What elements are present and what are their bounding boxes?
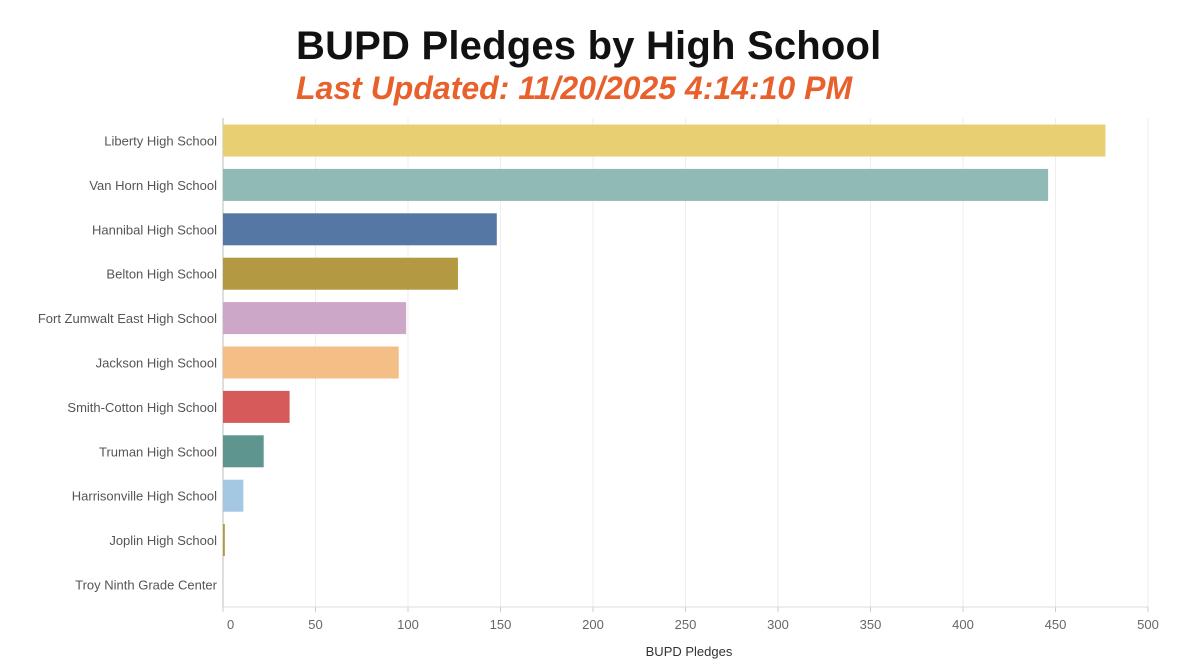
x-tick-label: 350 [860, 617, 882, 632]
category-label: Liberty High School [104, 134, 217, 149]
x-tick-label: 200 [582, 617, 604, 632]
category-label: Jackson High School [96, 356, 218, 371]
x-tick-label: 100 [397, 617, 419, 632]
bar-van-horn-high-school[interactable] [223, 168, 1049, 201]
category-label: Van Horn High School [89, 178, 217, 193]
bar-hannibal-high-school[interactable] [223, 213, 497, 246]
category-label: Truman High School [99, 444, 217, 459]
bar-fort-zumwalt-east-high-school[interactable] [223, 302, 407, 335]
x-tick-label: 500 [1137, 617, 1159, 632]
x-tick-label: 300 [767, 617, 789, 632]
x-axis-title: BUPD Pledges [646, 644, 733, 659]
x-tick-label: 150 [490, 617, 512, 632]
category-label: Hannibal High School [92, 222, 217, 237]
category-label: Smith-Cotton High School [67, 400, 217, 415]
bar-layer [223, 124, 1106, 557]
category-label: Troy Ninth Grade Center [75, 578, 218, 593]
bar-harrisonville-high-school[interactable] [223, 479, 244, 512]
bar-belton-high-school[interactable] [223, 257, 458, 290]
x-tick-label: 250 [675, 617, 697, 632]
bar-truman-high-school[interactable] [223, 435, 264, 468]
bar-jackson-high-school[interactable] [223, 346, 399, 379]
x-tick-label: 50 [308, 617, 322, 632]
bar-joplin-high-school[interactable] [223, 524, 225, 557]
bar-smith-cotton-high-school[interactable] [223, 390, 290, 423]
x-tick-label: 450 [1045, 617, 1067, 632]
x-tick-label: 400 [952, 617, 974, 632]
category-label: Joplin High School [109, 533, 217, 548]
x-tick-layer: 0 50 100 150 200 250 300 350 400 450 500 [222, 607, 1159, 632]
category-label: Harrisonville High School [72, 489, 217, 504]
category-label: Belton High School [106, 267, 217, 282]
x-tick-label: 0 [227, 617, 234, 632]
bar-liberty-high-school[interactable] [223, 124, 1106, 157]
category-label: Fort Zumwalt East High School [38, 311, 217, 326]
chart-title: BUPD Pledges by High School [296, 24, 882, 68]
chart-subtitle: Last Updated: 11/20/2025 4:14:10 PM [296, 70, 853, 106]
category-label-layer: Liberty High School Van Horn High School H… [38, 134, 218, 593]
